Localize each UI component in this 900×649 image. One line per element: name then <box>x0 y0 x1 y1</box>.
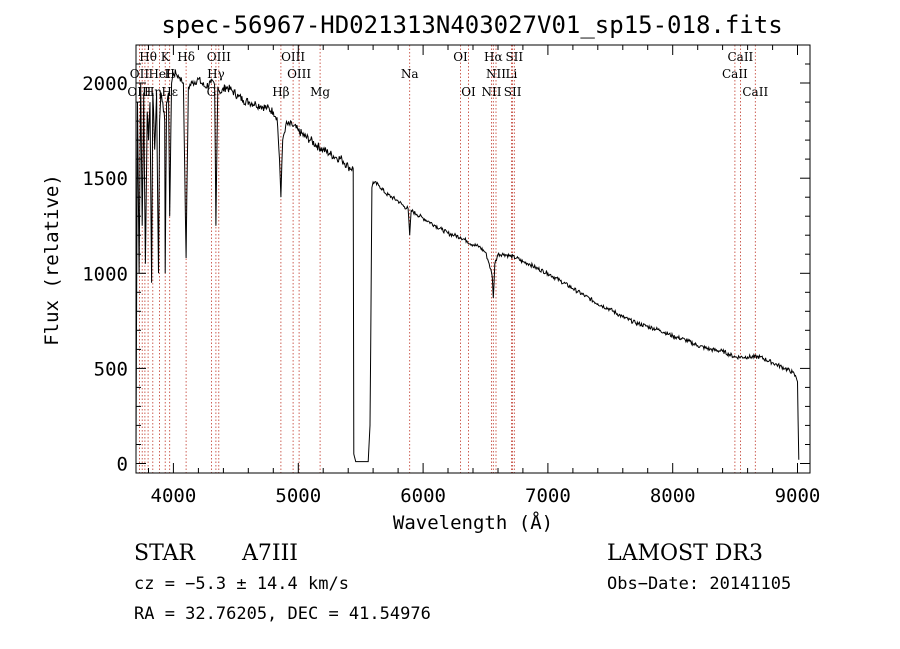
line-label: OII <box>130 67 150 81</box>
line-label: CaII <box>727 50 753 64</box>
line-label: HeI <box>148 67 171 81</box>
line-label: CaII <box>742 85 768 99</box>
spectrum-line <box>135 69 800 463</box>
x-tick-label: 4000 <box>151 485 197 507</box>
line-label: Hη <box>144 85 162 99</box>
observation-date: Obs−Date: 20141105 <box>607 574 791 594</box>
line-label: Hδ <box>177 50 195 64</box>
line-label: OIII <box>287 67 311 81</box>
line-label: SII <box>504 85 522 99</box>
line-label: G <box>207 85 217 99</box>
line-label: SII <box>505 50 523 64</box>
line-label: K <box>161 50 171 64</box>
y-tick-label: 2000 <box>82 73 128 95</box>
object-type: STAR <box>134 541 196 566</box>
y-axis-ticks: 0 500 1000 1500 2000 <box>82 63 810 476</box>
spectrum-layer <box>135 69 800 463</box>
line-label: Hγ <box>207 67 225 81</box>
line-label: Mg <box>310 85 330 99</box>
x-tick-label: 6000 <box>400 485 446 507</box>
line-label: OIII <box>207 50 231 64</box>
emission-line-markers <box>138 45 756 473</box>
ra-dec-coordinates: RA = 32.76205, DEC = 41.54976 <box>134 604 431 624</box>
y-tick-label: 1500 <box>82 168 128 190</box>
plot-frame <box>135 44 811 474</box>
x-tick-label: 5000 <box>275 485 321 507</box>
spectral-subclass: A7III <box>241 541 298 566</box>
redshift-cz: cz = −5.3 ± 14.4 km/s <box>134 574 349 594</box>
x-tick-label: 8000 <box>650 485 696 507</box>
line-label: Hε <box>161 85 178 99</box>
x-axis-ticks: 4000 5000 6000 7000 8000 9000 <box>148 45 821 507</box>
line-label: OIII <box>127 85 151 99</box>
x-tick-label: 9000 <box>775 485 821 507</box>
survey-name: LAMOST DR3 <box>607 541 763 566</box>
line-label: Hα <box>484 50 503 64</box>
line-label: Hθ <box>139 50 157 64</box>
x-tick-label: 7000 <box>525 485 571 507</box>
y-tick-label: 1000 <box>82 263 128 285</box>
line-label: OI <box>461 85 476 99</box>
line-label: Li <box>505 67 517 81</box>
line-label: Na <box>401 67 419 81</box>
line-label: OIII <box>281 50 305 64</box>
line-label: NII <box>482 85 502 99</box>
y-tick-label: 0 <box>117 454 128 476</box>
line-label: NII <box>486 67 506 81</box>
line-label: CaII <box>722 67 748 81</box>
y-axis-label: Flux (relative) <box>41 174 63 346</box>
line-label: Hβ <box>272 85 289 99</box>
chart-title: spec-56967-HD021313N403027V01_sp15-018.f… <box>161 11 782 39</box>
y-tick-label: 500 <box>94 358 128 380</box>
x-axis-label: Wavelength (Å) <box>393 511 553 534</box>
line-label: OI <box>453 50 468 64</box>
line-label: H <box>164 67 174 81</box>
